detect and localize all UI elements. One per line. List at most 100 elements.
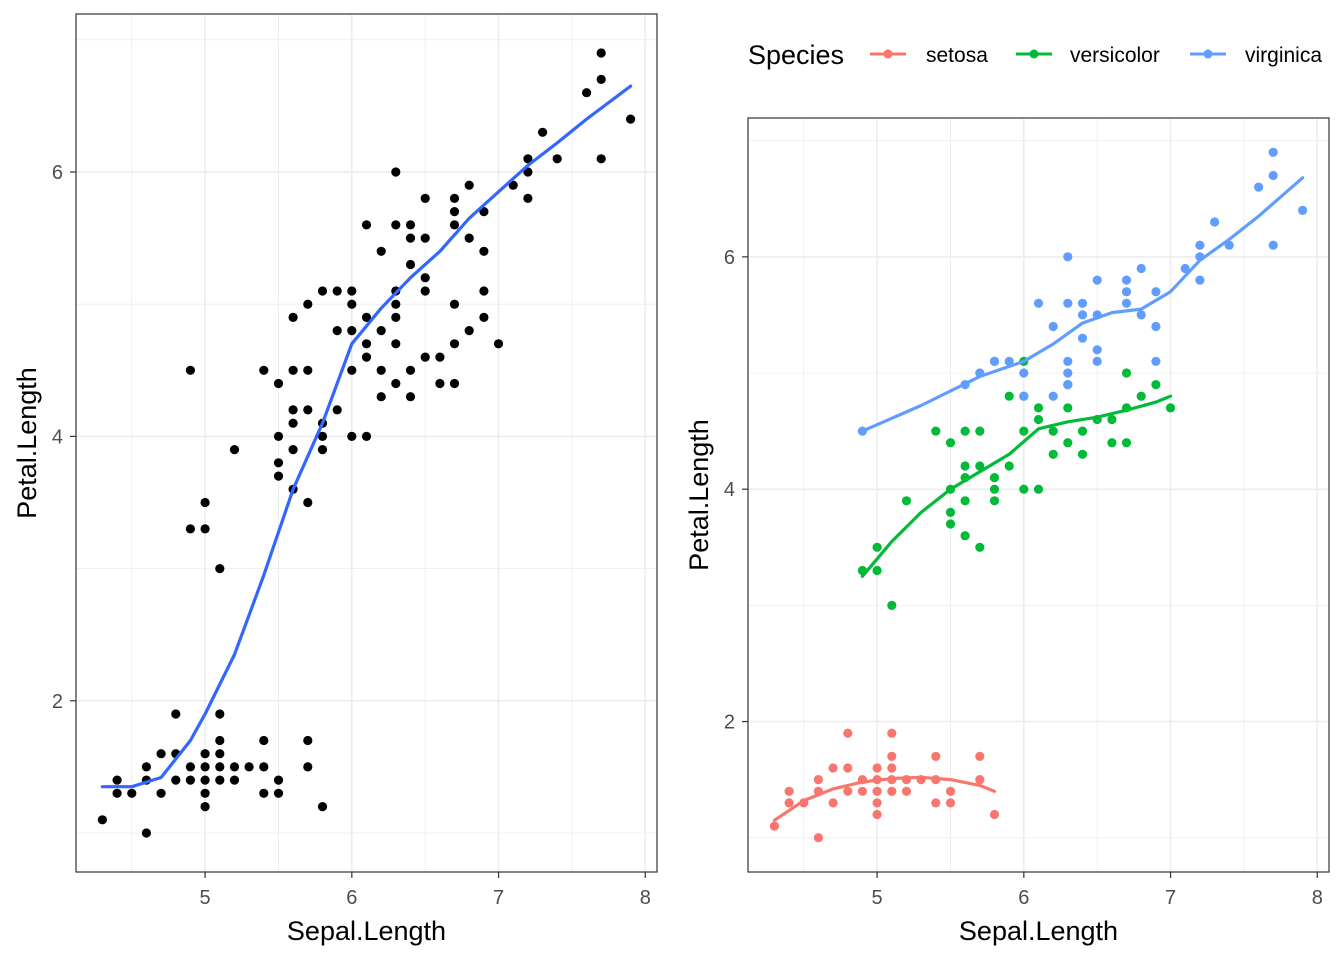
data-point-series bbox=[523, 193, 533, 203]
data-point-series bbox=[376, 326, 386, 336]
data-point-series bbox=[185, 524, 195, 534]
legend-label-setosa: setosa bbox=[926, 44, 988, 67]
data-point-setosa bbox=[931, 798, 941, 808]
data-point-series bbox=[229, 775, 240, 785]
y-tick-label: 4 bbox=[52, 426, 63, 448]
data-point-series bbox=[449, 339, 460, 349]
data-point-series bbox=[141, 828, 151, 838]
data-point-series bbox=[347, 431, 357, 441]
data-point-versicolor bbox=[989, 484, 1000, 494]
data-point-series bbox=[200, 762, 210, 772]
data-point-series bbox=[112, 788, 122, 798]
data-point-virginica bbox=[1092, 356, 1102, 366]
data-point-series bbox=[449, 299, 460, 309]
data-point-series bbox=[215, 564, 225, 574]
data-point-series bbox=[273, 431, 284, 441]
legend-item-versicolor: versicolor bbox=[1016, 44, 1160, 67]
data-point-versicolor bbox=[1033, 414, 1044, 425]
smooth-line-virginica bbox=[860, 176, 1305, 433]
data-point-series bbox=[303, 497, 313, 508]
data-point-series bbox=[435, 352, 445, 362]
data-point-series bbox=[171, 775, 181, 785]
data-point-setosa bbox=[931, 751, 941, 762]
data-point-virginica bbox=[1048, 391, 1058, 401]
data-point-setosa bbox=[828, 763, 838, 773]
data-point-versicolor bbox=[1063, 403, 1073, 413]
data-point-versicolor bbox=[1107, 438, 1117, 448]
data-point-versicolor bbox=[975, 542, 985, 552]
data-point-series bbox=[361, 339, 372, 349]
data-point-versicolor bbox=[1121, 368, 1132, 378]
data-point-setosa bbox=[887, 751, 897, 762]
right-x-axis-title: Sepal.Length bbox=[959, 916, 1118, 946]
data-point-virginica bbox=[1254, 182, 1264, 192]
data-point-series bbox=[493, 339, 504, 349]
data-point-versicolor bbox=[945, 438, 956, 448]
data-point-series bbox=[347, 365, 357, 375]
data-point-series bbox=[391, 339, 401, 349]
data-point-series bbox=[523, 167, 533, 177]
data-point-versicolor bbox=[1077, 426, 1088, 436]
y-tick-label: 6 bbox=[724, 247, 735, 269]
data-point-setosa bbox=[813, 833, 824, 843]
data-point-series bbox=[376, 392, 386, 402]
data-point-series bbox=[391, 312, 401, 322]
data-point-series bbox=[229, 762, 240, 772]
data-point-setosa bbox=[945, 798, 956, 808]
data-point-versicolor bbox=[1107, 414, 1117, 425]
data-point-virginica bbox=[1151, 356, 1161, 366]
data-point-setosa bbox=[901, 786, 912, 796]
data-point-virginica bbox=[1048, 321, 1058, 332]
right-panel-border bbox=[747, 117, 1330, 873]
data-point-series bbox=[596, 154, 606, 164]
data-point-setosa bbox=[975, 751, 985, 762]
data-point-versicolor bbox=[989, 473, 1000, 483]
data-point-versicolor bbox=[989, 496, 1000, 506]
data-point-setosa bbox=[784, 786, 794, 796]
data-point-series bbox=[449, 207, 460, 217]
data-point-series bbox=[391, 220, 401, 230]
data-point-virginica bbox=[1268, 240, 1278, 250]
data-point-versicolor bbox=[1033, 484, 1044, 494]
data-point-setosa bbox=[843, 728, 853, 738]
y-tick-label: 2 bbox=[52, 691, 63, 713]
data-point-virginica bbox=[1077, 298, 1088, 308]
data-point-series bbox=[464, 233, 474, 243]
data-point-series bbox=[420, 273, 430, 283]
data-point-versicolor bbox=[901, 496, 912, 506]
data-point-virginica bbox=[1195, 275, 1205, 285]
data-point-versicolor bbox=[960, 426, 970, 436]
smooth-line-setosa bbox=[772, 775, 997, 822]
x-tick-label: 5 bbox=[200, 887, 211, 909]
left-y-axis-title: Petal.Length bbox=[12, 367, 42, 519]
left-y-ticks: 2 4 6 bbox=[52, 162, 76, 713]
legend-item-virginica: virginica bbox=[1190, 44, 1322, 67]
left-panel-background bbox=[76, 14, 657, 872]
data-point-series bbox=[361, 220, 372, 230]
data-point-versicolor bbox=[931, 426, 941, 436]
data-point-series bbox=[259, 788, 269, 798]
data-point-series bbox=[288, 405, 298, 415]
legend-label-virginica: virginica bbox=[1245, 44, 1322, 67]
data-point-virginica bbox=[1151, 321, 1161, 332]
data-point-series bbox=[464, 326, 474, 336]
data-point-virginica bbox=[1063, 380, 1073, 390]
data-point-series bbox=[273, 788, 284, 798]
data-point-versicolor bbox=[975, 426, 985, 436]
data-point-virginica bbox=[1063, 368, 1073, 378]
x-tick-label: 5 bbox=[872, 887, 883, 909]
data-point-versicolor bbox=[1077, 449, 1088, 459]
data-point-series bbox=[376, 246, 386, 256]
data-point-virginica bbox=[1063, 356, 1073, 366]
data-point-series bbox=[361, 431, 372, 441]
data-point-versicolor bbox=[872, 565, 882, 576]
data-point-series bbox=[538, 127, 548, 137]
data-point-versicolor bbox=[1004, 391, 1014, 401]
data-point-versicolor bbox=[887, 600, 897, 611]
right-y-ticks: 2 4 6 bbox=[724, 247, 748, 734]
data-point-virginica bbox=[1019, 368, 1029, 378]
data-point-series bbox=[596, 48, 606, 58]
data-point-setosa bbox=[769, 821, 780, 831]
data-point-setosa bbox=[813, 775, 824, 785]
